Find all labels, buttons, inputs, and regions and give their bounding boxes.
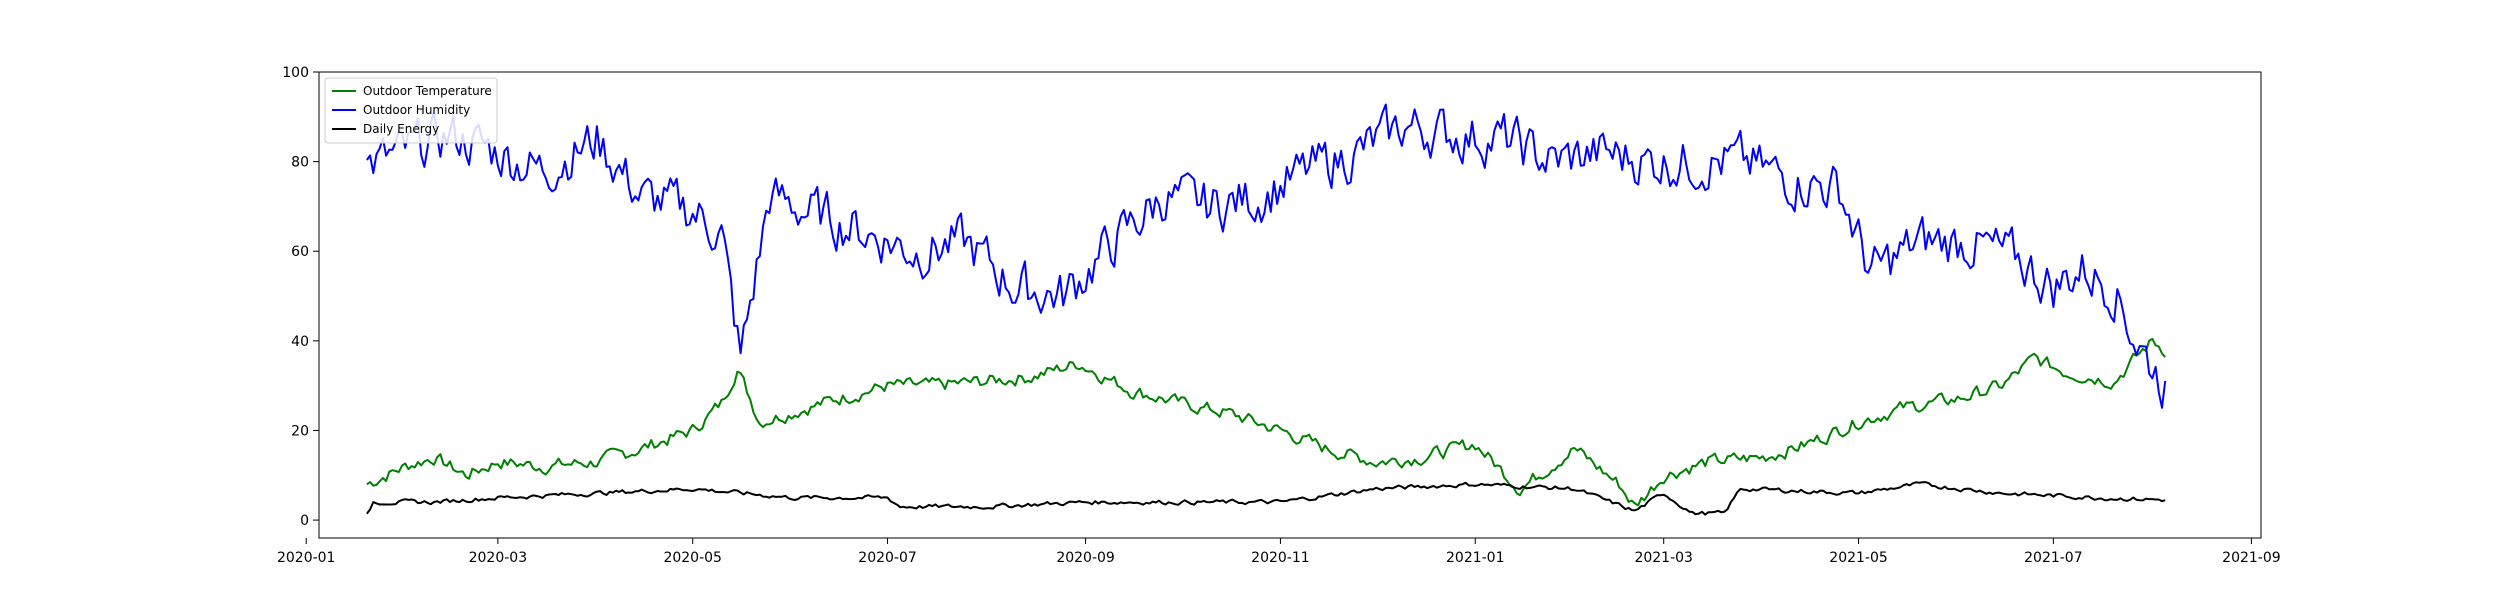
x-tick-label: 2021-05 [1829, 550, 1888, 566]
y-tick-label: 80 [291, 155, 309, 171]
x-tick-label: 2020-11 [1251, 550, 1310, 566]
x-tick-label: 2020-01 [277, 550, 336, 566]
x-tick-label: 2020-03 [469, 550, 528, 566]
series-line-0 [366, 337, 2166, 507]
legend-box [324, 77, 498, 144]
x-tick-label: 2021-03 [1634, 550, 1693, 566]
y-tick-label: 60 [291, 244, 309, 260]
legend-label: Outdoor Temperature [363, 84, 492, 98]
y-tick-label: 100 [282, 65, 309, 81]
x-axis: 2020-01 2020-03 2020-05 2020-07 2020-09 2020-… [277, 538, 2281, 566]
x-tick-label: 2020-05 [663, 550, 722, 566]
y-tick-label: 40 [291, 334, 309, 350]
legend-label: Daily Energy [363, 122, 439, 136]
x-tick-label: 2020-07 [858, 550, 917, 566]
x-tick-label: 2021-07 [2024, 550, 2083, 566]
y-tick-label: 20 [291, 423, 309, 439]
plot-frame [318, 71, 2262, 539]
series-line-2 [366, 481, 2166, 516]
y-axis: 0 20 40 60 80 100 [282, 65, 319, 529]
x-tick-label: 2020-09 [1056, 550, 1115, 566]
legend-label: Outdoor Humidity [363, 103, 470, 117]
x-tick-label: 2021-01 [1446, 550, 1505, 566]
series-line-1 [366, 103, 2167, 409]
x-tick-label: 2021-09 [2222, 550, 2281, 566]
series-layer [366, 103, 2167, 516]
legend: Outdoor Temperature Outdoor Humidity Daily… [324, 77, 498, 144]
y-tick-label: 0 [300, 513, 309, 529]
